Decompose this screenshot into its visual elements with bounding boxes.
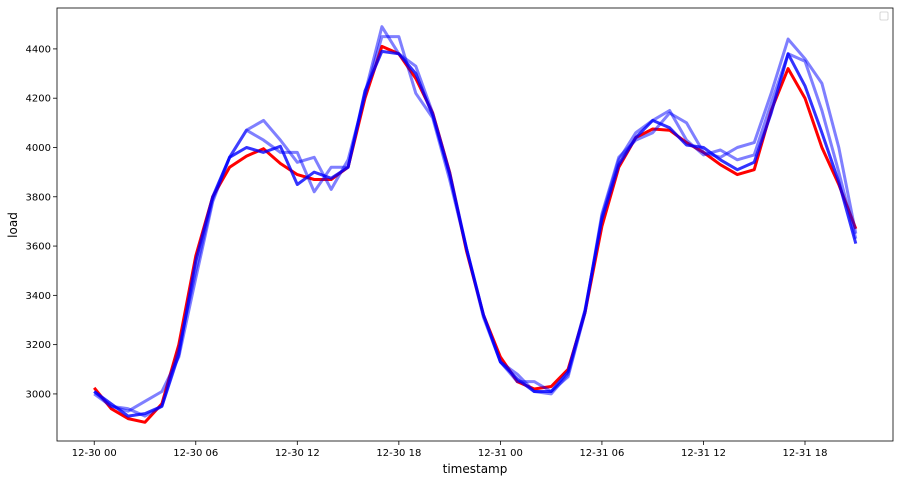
y-tick-label: 4000 [26,143,51,154]
y-tick-label: 3000 [26,389,51,400]
plot-area [56,7,894,442]
legend-box [879,11,889,21]
x-tick-label: 12-30 00 [72,448,117,459]
y-tick-label: 4200 [26,94,51,105]
x-tick-label: 12-31 12 [681,448,726,459]
x-tick-label: 12-31 18 [783,448,828,459]
x-tick-label: 12-30 18 [376,448,421,459]
x-axis-label: timestamp [443,462,508,476]
x-tick-label: 12-31 00 [478,448,523,459]
x-tick-label: 12-31 06 [579,448,624,459]
y-tick-label: 3200 [26,340,51,351]
y-tick-label: 4400 [26,44,51,55]
y-axis-label: load [6,212,20,238]
x-tick-label: 12-30 12 [275,448,320,459]
y-tick-label: 3600 [26,242,51,253]
y-tick-label: 3400 [26,291,51,302]
y-tick-label: 3800 [26,192,51,203]
series-line-3 [93,49,858,418]
x-tick-label: 12-30 06 [173,448,218,459]
